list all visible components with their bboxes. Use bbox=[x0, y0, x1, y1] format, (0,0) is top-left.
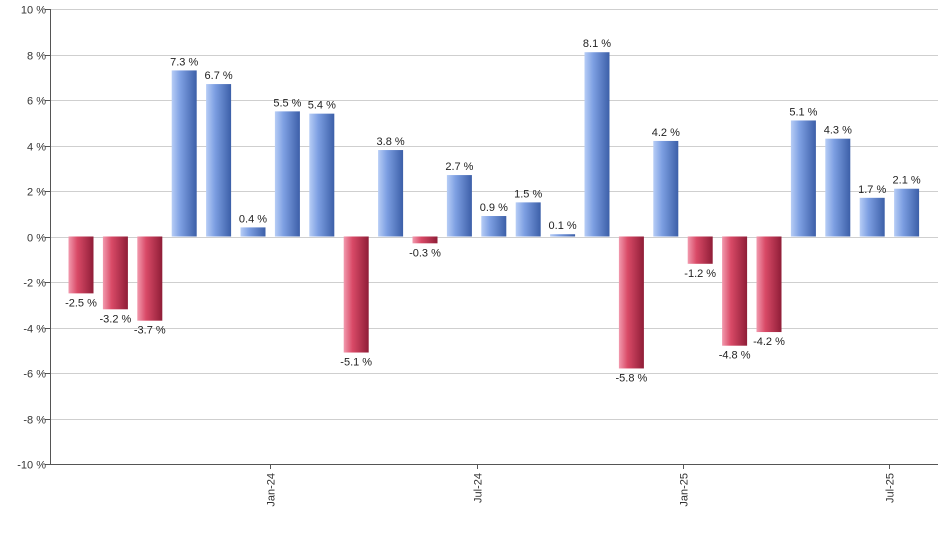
bar bbox=[343, 236, 369, 353]
data-label: 2.1 % bbox=[893, 175, 921, 187]
data-label: -5.8 % bbox=[616, 372, 648, 384]
data-label: -3.7 % bbox=[134, 325, 166, 337]
y-axis: -10 % -8 % -6 % -4 % -2 % 0 % 2 % 4 % 6 % 8 % 10 % bbox=[17, 5, 938, 472]
data-label: 4.2 % bbox=[652, 127, 680, 139]
y-tick-label: -2 % bbox=[23, 278, 46, 290]
data-label: 0.1 % bbox=[549, 220, 577, 232]
bar bbox=[446, 175, 472, 237]
y-tick-label: -8 % bbox=[23, 415, 46, 427]
data-label: -2.5 % bbox=[65, 297, 97, 309]
data-label: 1.7 % bbox=[858, 184, 886, 196]
bar-series bbox=[68, 52, 920, 369]
data-label: 1.5 % bbox=[514, 188, 542, 200]
x-axis: Jan-24 Jul-24 Jan-25 Jul-25 bbox=[266, 464, 897, 507]
bar bbox=[790, 120, 816, 237]
data-label: -3.2 % bbox=[100, 313, 132, 325]
x-tick-label: Jul-24 bbox=[473, 473, 485, 503]
data-label: 0.9 % bbox=[480, 202, 508, 214]
bar bbox=[240, 227, 266, 237]
bar bbox=[584, 52, 610, 237]
data-label: -4.8 % bbox=[719, 350, 751, 362]
bar bbox=[618, 236, 644, 369]
data-label: 5.1 % bbox=[789, 106, 817, 118]
data-label: -0.3 % bbox=[409, 247, 441, 259]
bar bbox=[859, 197, 885, 237]
bar bbox=[378, 150, 404, 237]
bar bbox=[653, 140, 679, 237]
data-label: 8.1 % bbox=[583, 38, 611, 50]
data-label: -5.1 % bbox=[340, 357, 372, 369]
y-tick-label: -4 % bbox=[23, 324, 46, 336]
data-label: 5.4 % bbox=[308, 100, 336, 112]
data-label: 6.7 % bbox=[205, 70, 233, 82]
data-label: 7.3 % bbox=[170, 56, 198, 68]
bar bbox=[171, 70, 197, 237]
bar bbox=[687, 236, 713, 264]
x-tick-label: Jan-25 bbox=[679, 473, 691, 507]
y-tick-label: -10 % bbox=[17, 460, 46, 472]
bar bbox=[825, 138, 851, 237]
bar bbox=[102, 236, 128, 310]
bar bbox=[722, 236, 748, 346]
bar bbox=[206, 84, 232, 237]
y-tick-label: 8 % bbox=[27, 51, 46, 63]
y-tick-label: 10 % bbox=[21, 5, 46, 17]
y-tick-label: 4 % bbox=[27, 142, 46, 154]
data-label: -1.2 % bbox=[684, 268, 716, 280]
bar bbox=[515, 202, 541, 237]
x-tick-label: Jul-25 bbox=[885, 473, 897, 503]
data-labels: -2.5 %-3.2 %-3.7 % 7.3 % 6.7 % 0.4 % 5.5 % 5.… bbox=[65, 38, 921, 384]
x-tick-label: Jan-24 bbox=[266, 473, 278, 507]
data-label: 4.3 % bbox=[824, 125, 852, 137]
data-label: 2.7 % bbox=[445, 161, 473, 173]
y-tick-label: 2 % bbox=[27, 187, 46, 199]
bar bbox=[137, 236, 163, 321]
data-label: 5.5 % bbox=[273, 97, 301, 109]
bar bbox=[481, 216, 507, 237]
bar bbox=[412, 236, 438, 244]
y-tick-label: 0 % bbox=[27, 233, 46, 245]
data-label: 3.8 % bbox=[377, 136, 405, 148]
grid-lines bbox=[50, 9, 938, 465]
bar bbox=[756, 236, 782, 333]
bar bbox=[274, 111, 300, 237]
data-label: 0.4 % bbox=[239, 213, 267, 225]
y-tick-label: -6 % bbox=[23, 369, 46, 381]
bar bbox=[894, 188, 920, 237]
bar bbox=[550, 234, 576, 237]
bar bbox=[68, 236, 94, 294]
data-label: -4.2 % bbox=[753, 336, 785, 348]
bar bbox=[309, 113, 335, 237]
y-tick-label: 6 % bbox=[27, 96, 46, 108]
